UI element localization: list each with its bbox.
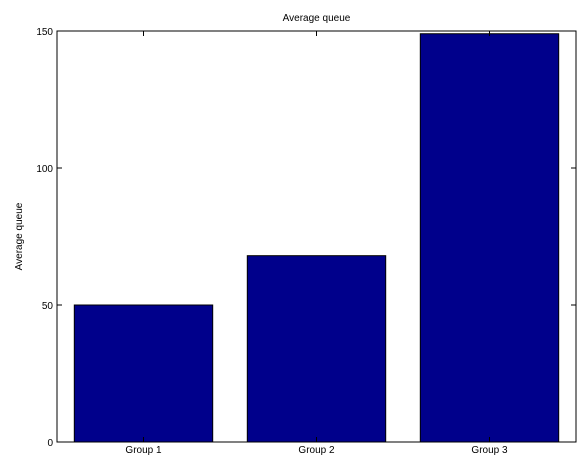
bar-3 (419, 33, 560, 443)
y-tick-label: 150 (36, 27, 53, 38)
x-tick-label: Group 2 (298, 445, 335, 455)
bars-layer (73, 33, 560, 443)
chart-title: Average queue (283, 13, 351, 24)
y-ticks-layer: 0 50 100 150 (36, 27, 576, 449)
x-tick-label: Group 1 (125, 445, 162, 455)
x-tick-label: Group 3 (471, 445, 508, 455)
bar-2 (246, 255, 387, 443)
y-tick-label: 100 (36, 164, 53, 175)
y-tick-label: 50 (42, 301, 54, 312)
y-axis-label: Average queue (14, 202, 25, 270)
y-tick-label: 0 (47, 438, 53, 449)
x-ticks-layer: Group 1 Group 2 Group 3 (125, 31, 508, 455)
bar-1 (73, 304, 214, 443)
